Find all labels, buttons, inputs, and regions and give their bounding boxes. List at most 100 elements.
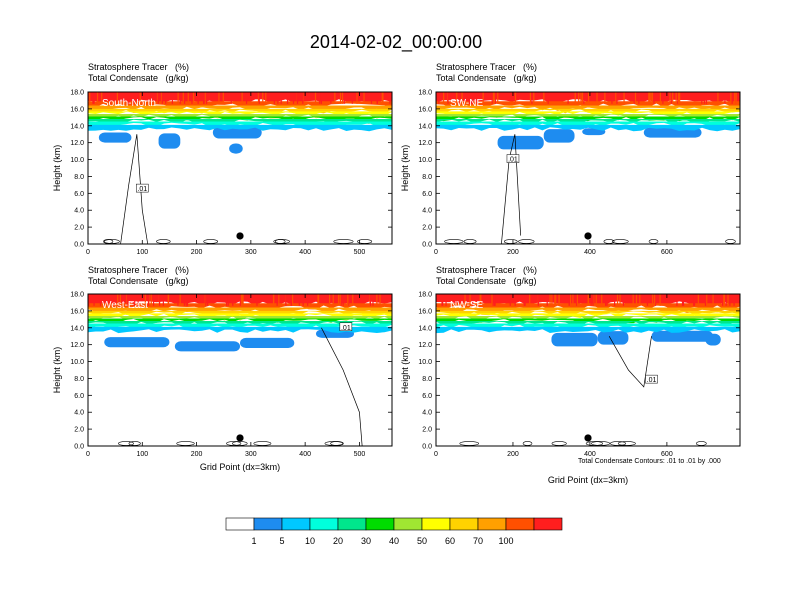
condensate-contour (226, 441, 242, 446)
condensate-contour (603, 239, 615, 244)
condensate-contour (253, 441, 272, 446)
y-tick-label: 18.0 (70, 292, 84, 299)
tracer-spike (669, 92, 671, 104)
tracer-spike (576, 294, 579, 306)
y-tick-label: 2.0 (74, 427, 84, 434)
condensate-contour (585, 441, 603, 446)
tracer-spike (731, 92, 733, 104)
tracer-spike (185, 294, 187, 306)
tracer-spike (307, 294, 309, 306)
y-tick-label: 6.0 (422, 191, 432, 198)
tracer-spike (470, 92, 473, 104)
y-tick-label: 0.0 (422, 242, 432, 249)
tracer-spike (646, 294, 649, 306)
tracer-spike (161, 92, 163, 104)
tracer-spike (205, 294, 207, 306)
tracer-spike (133, 92, 135, 104)
panel-label: NW-SE (450, 300, 483, 311)
condensate-contour (176, 441, 195, 446)
y-axis-label: Height (km) (52, 145, 62, 192)
tracer-spike (638, 92, 640, 104)
tracer-spike (587, 92, 590, 104)
tracer-spike (351, 92, 353, 104)
tracer-spike (491, 294, 493, 306)
panel-subtitle-condensate: Total Condensate (g/kg) (88, 276, 189, 286)
x-tick-label: 500 (354, 451, 366, 458)
tracer-spike (302, 92, 304, 104)
tracer-spike (183, 92, 186, 104)
tracer-spike (679, 92, 681, 104)
tracer-spike (593, 294, 595, 306)
y-tick-label: 6.0 (74, 393, 84, 400)
condensate-contour (725, 239, 736, 244)
tracer-spike (232, 294, 234, 306)
tracer-spike (363, 92, 365, 104)
condensate-contour (120, 134, 149, 245)
tracer-spike (681, 294, 684, 306)
tracer-spike (567, 92, 569, 104)
tracer-spike (717, 92, 719, 104)
tracer-spike (578, 92, 580, 104)
y-tick-label: 0.0 (74, 242, 84, 249)
y-axis-label: Height (km) (400, 347, 410, 394)
condensate-contour (103, 239, 120, 244)
tracer-spike (614, 294, 616, 306)
colorbar-swatch (281, 517, 311, 531)
tracer-band (436, 326, 740, 334)
tracer-spike (257, 92, 260, 104)
tracer-spike (376, 92, 378, 104)
tracer-spike (697, 294, 699, 306)
colorbar-label: 60 (444, 536, 456, 546)
tracer-spike (241, 294, 243, 306)
panel-frame (87, 91, 393, 245)
colorbar-label: 70 (472, 536, 484, 546)
tracer-spike (703, 92, 705, 104)
condensate-contour (522, 441, 533, 446)
tracer-band (88, 310, 392, 315)
tracer-spike (461, 92, 463, 104)
condensate-contour (103, 239, 114, 244)
panel-south-north: .01 South-North 0.0 2.0 4.0 6.0 8.0 10.0 12.0 14.… (52, 90, 393, 256)
x-tick-label: 200 (191, 249, 203, 256)
tracer-spike (622, 294, 625, 306)
tracer-spike (119, 294, 122, 306)
colorbar-swatch (421, 517, 451, 531)
condensate-contour (518, 239, 535, 244)
tracer-spike (292, 92, 295, 104)
tracer-spike (639, 294, 641, 306)
tracer-band (436, 111, 740, 116)
tracer-spike (546, 294, 548, 306)
tracer-spike (379, 294, 381, 306)
tracer-spike (159, 294, 161, 306)
panel-label: West-East (102, 300, 148, 311)
tracer-spike (533, 92, 535, 104)
tracer-spike (126, 294, 128, 306)
tracer-spike (581, 92, 584, 104)
tracer-spike (601, 294, 603, 306)
tracer-blob (104, 337, 170, 348)
y-tick-label: 14.0 (418, 123, 432, 130)
tracer-spike (654, 294, 656, 306)
tracer-band (436, 315, 740, 321)
tracer-spike (88, 294, 90, 306)
tracer-blob (240, 337, 295, 349)
condensate-contour (551, 441, 567, 446)
tracer-spike (727, 294, 729, 306)
location-marker (584, 232, 592, 240)
x-tick-label: 400 (584, 249, 596, 256)
tracer-spike (92, 92, 94, 104)
tracer-spike (476, 92, 478, 104)
y-tick-label: 16.0 (418, 308, 432, 315)
y-tick-label: 18.0 (418, 90, 432, 97)
tracer-spike (280, 92, 282, 104)
tracer-blob (229, 143, 243, 154)
tracer-spike (735, 92, 737, 104)
tracer-spike (332, 294, 334, 306)
tracer-spike (445, 294, 447, 306)
tracer-spike (342, 294, 344, 306)
tracer-band (436, 113, 740, 119)
tracer-band (88, 321, 392, 326)
tracer-spike (192, 92, 195, 104)
y-axis-label: Height (km) (400, 145, 410, 192)
